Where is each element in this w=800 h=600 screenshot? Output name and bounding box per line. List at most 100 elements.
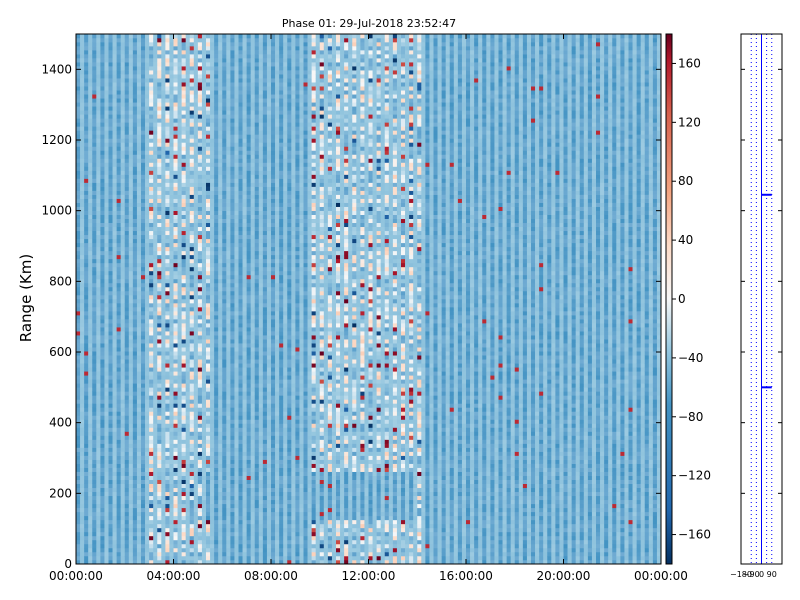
heatmap-cell [181, 479, 186, 484]
heatmap-cell [177, 447, 182, 452]
heatmap-cell [153, 266, 158, 272]
heatmap-cell [149, 323, 154, 328]
heatmap-cell [197, 375, 203, 380]
heatmap-cell [161, 391, 166, 396]
heatmap-cell [92, 266, 97, 272]
heatmap-cell [197, 427, 203, 432]
heatmap-cell [120, 463, 126, 468]
heatmap-cell [157, 258, 162, 264]
heatmap-cell [108, 178, 113, 183]
heatmap-cell [210, 214, 215, 219]
heatmap-cell [210, 343, 215, 348]
heatmap-cell [218, 198, 223, 203]
heatmap-cell [124, 94, 130, 99]
heatmap-cell [88, 54, 93, 59]
heatmap-cell [161, 503, 166, 509]
heatmap-cell [108, 286, 113, 292]
heatmap-cell [112, 50, 117, 55]
heatmap-cell [214, 503, 219, 509]
heatmap-cell [165, 178, 170, 183]
heatmap-cell [161, 367, 166, 372]
heatmap-cell [116, 194, 121, 199]
heatmap-cell [222, 74, 227, 79]
heatmap-cell [153, 46, 158, 51]
heatmap-cell [88, 339, 93, 344]
heatmap-cell [226, 379, 231, 384]
heatmap-cell [218, 46, 223, 51]
heatmap-cell [177, 559, 182, 565]
heatmap-cell [92, 182, 97, 187]
heatmap-cell [173, 351, 178, 356]
heatmap-cell [80, 527, 85, 533]
heatmap-cell [226, 403, 231, 408]
heatmap-cell [161, 202, 166, 207]
heatmap-cell [84, 62, 89, 67]
heatmap-cell [92, 383, 97, 388]
heatmap-cell [96, 367, 101, 372]
heatmap-cell [226, 551, 231, 557]
heatmap-cell [108, 114, 113, 119]
heatmap-cell [165, 319, 170, 324]
heatmap-cell [169, 286, 174, 292]
heatmap-cell [193, 266, 199, 272]
heatmap-cell [173, 467, 178, 472]
heatmap-cell [149, 383, 154, 388]
heatmap-cell [169, 178, 174, 183]
heatmap-cell [132, 535, 138, 541]
heatmap-cell [120, 290, 126, 296]
heatmap-cell [169, 118, 174, 123]
heatmap-cell [108, 323, 113, 328]
heatmap-cell [145, 467, 150, 472]
heatmap-cell [116, 254, 121, 260]
heatmap-cell [169, 363, 174, 368]
heatmap-cell [201, 307, 207, 312]
heatmap-cell [149, 122, 154, 127]
heatmap-cell [88, 142, 93, 147]
heatmap-cell [92, 78, 97, 83]
heatmap-cell [173, 319, 178, 324]
heatmap-cell [116, 299, 121, 304]
heatmap-cell [136, 82, 142, 87]
heatmap-cell [80, 94, 85, 99]
heatmap-cell [169, 399, 174, 404]
heatmap-cell [181, 210, 186, 215]
heatmap-cell [112, 230, 117, 236]
heatmap-cell [173, 427, 178, 432]
heatmap-cell [153, 54, 158, 59]
heatmap-cell [197, 335, 203, 340]
heatmap-cell [169, 278, 174, 284]
heatmap-cell [214, 238, 219, 244]
heatmap-cell [214, 50, 219, 55]
heatmap-cell [214, 375, 219, 380]
heatmap-cell [112, 150, 117, 155]
heatmap-cell [169, 451, 174, 456]
heatmap-cell [201, 299, 207, 304]
heatmap-cell [189, 294, 195, 300]
heatmap-cell [100, 499, 105, 505]
heatmap-cell [181, 118, 186, 123]
heatmap-cell [185, 126, 191, 131]
heatmap-cell [218, 535, 223, 541]
heatmap-cell [206, 543, 211, 549]
heatmap-cell [108, 539, 113, 545]
heatmap-cell [108, 391, 113, 396]
heatmap-cell [96, 266, 101, 272]
heatmap-cell [88, 110, 93, 115]
heatmap-cell [96, 415, 101, 420]
heatmap-cell [157, 82, 162, 87]
heatmap-cell [218, 459, 223, 464]
heatmap-cell [88, 407, 93, 412]
heatmap-cell [104, 451, 109, 456]
heatmap-cell [132, 383, 138, 388]
heatmap-cell [173, 443, 178, 448]
heatmap-cell [145, 491, 150, 497]
heatmap-cell [88, 367, 93, 372]
heatmap-cell [210, 38, 215, 43]
heatmap-cell [100, 210, 105, 215]
heatmap-cell [112, 515, 117, 521]
heatmap-cell [88, 262, 93, 268]
heatmap-cell [173, 266, 178, 272]
heatmap-cell [88, 154, 93, 159]
heatmap-cell [153, 66, 158, 71]
heatmap-cell [112, 431, 117, 436]
